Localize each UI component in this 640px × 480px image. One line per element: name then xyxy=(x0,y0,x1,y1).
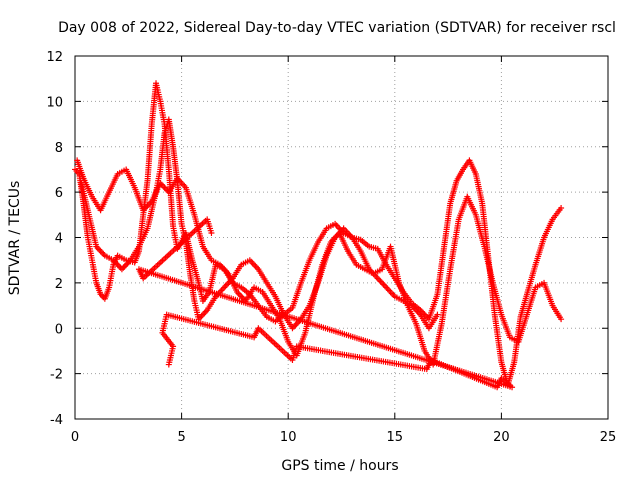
series-track-c xyxy=(78,116,441,332)
axis-ticks xyxy=(74,55,609,420)
y-tick-label: 2 xyxy=(55,277,63,292)
y-axis-title: SDTVAR / TECUs xyxy=(7,181,23,296)
x-axis-title: GPS time / hours xyxy=(281,458,398,474)
x-tick-label: 20 xyxy=(493,430,510,445)
x-tick-label: 0 xyxy=(71,430,79,445)
y-tick-label: 12 xyxy=(46,50,63,65)
data-point xyxy=(434,311,441,318)
y-tick-label: 8 xyxy=(55,141,63,156)
y-tick-labels: -4 -2 0 2 4 6 8 10 12 xyxy=(46,50,63,428)
chart-title: Day 008 of 2022, Sidereal Day-to-day VTE… xyxy=(58,20,616,36)
data-point xyxy=(558,205,565,212)
data-marks xyxy=(72,80,565,391)
y-tick-label: -2 xyxy=(50,368,63,383)
y-tick-label: 4 xyxy=(55,232,63,247)
series-spikes xyxy=(135,216,516,391)
y-tick-label: 6 xyxy=(55,186,63,201)
data-point xyxy=(208,229,215,236)
x-tick-label: 25 xyxy=(600,430,617,445)
x-tick-label: 15 xyxy=(387,430,404,445)
x-tick-labels: 0 5 10 15 20 25 xyxy=(71,430,616,445)
y-tick-label: 0 xyxy=(55,322,63,337)
data-point xyxy=(558,316,565,323)
y-tick-label: -4 xyxy=(50,413,63,428)
series-track-b xyxy=(74,157,565,368)
x-tick-label: 5 xyxy=(177,430,185,445)
x-tick-label: 10 xyxy=(280,430,297,445)
y-tick-label: 10 xyxy=(46,95,63,110)
